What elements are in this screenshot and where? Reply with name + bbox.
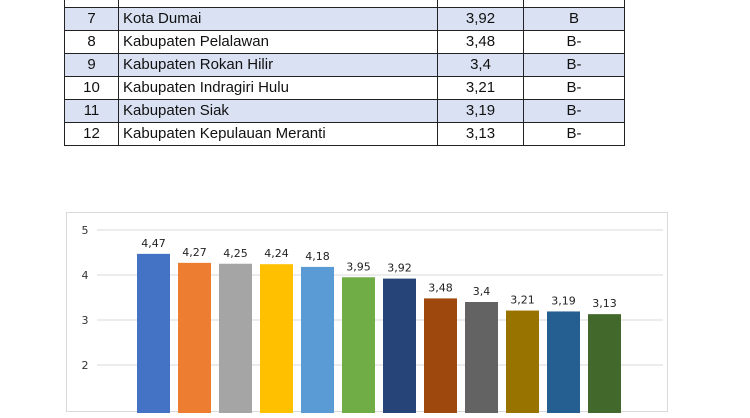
bar-chart: 2 3 4 5 4,47 4,27 4,25 4,24 4,18 3,95 3,92 3,48 3,4 3… — [66, 212, 668, 413]
score: 3,4 — [437, 53, 524, 77]
bar — [342, 277, 375, 413]
score: 3,48 — [437, 30, 524, 54]
data-label: 3,21 — [510, 294, 535, 307]
bar — [137, 253, 170, 413]
data-label: 3,19 — [551, 294, 576, 307]
score: 3,21 — [437, 76, 524, 100]
data-label: 4,24 — [264, 247, 289, 260]
grade: B — [523, 7, 625, 31]
data-label: 3,4 — [473, 285, 491, 298]
data-label: 4,25 — [223, 247, 248, 260]
bar — [260, 264, 293, 413]
ranking-table: 7 Kota Dumai 3,92 B 8 Kabupaten Pelalawan 3,48… — [64, 0, 625, 146]
data-label: 4,47 — [141, 237, 166, 250]
y-tick-label: 2 — [82, 359, 89, 372]
y-tick-label: 4 — [82, 269, 89, 282]
region-name: Kabupaten Rokan Hilir — [118, 53, 438, 77]
y-tick-label: 5 — [82, 224, 89, 237]
table-row: 9 Kabupaten Rokan Hilir 3,4 B- — [64, 53, 625, 77]
region-name: Kabupaten Indragiri Hulu — [118, 76, 438, 100]
bar — [465, 302, 498, 413]
row-number: 11 — [64, 99, 119, 123]
bar — [383, 278, 416, 413]
region-name: Kota Dumai — [118, 7, 438, 31]
row-number: 8 — [64, 30, 119, 54]
region-name: Kabupaten Kepulauan Meranti — [118, 122, 438, 146]
grade: B- — [523, 99, 625, 123]
region-name: Kabupaten Pelalawan — [118, 30, 438, 54]
chart-svg: 2 3 4 5 4,47 4,27 4,25 4,24 4,18 3,95 3,92 3,48 3,4 3… — [82, 224, 663, 413]
data-label: 3,92 — [387, 262, 412, 275]
score: 3,92 — [437, 7, 524, 31]
grade: B- — [523, 76, 625, 100]
bar — [424, 298, 457, 413]
bar — [301, 266, 334, 413]
score: 3,19 — [437, 99, 524, 123]
row-number: 9 — [64, 53, 119, 77]
data-label: 3,13 — [592, 297, 617, 310]
grade: B- — [523, 30, 625, 54]
table-row: 11 Kabupaten Siak 3,19 B- — [64, 99, 625, 123]
bar — [506, 310, 539, 413]
row-number: 7 — [64, 7, 119, 31]
data-label: 3,95 — [346, 260, 371, 273]
row-number: 12 — [64, 122, 119, 146]
bar — [219, 263, 252, 413]
grade: B- — [523, 53, 625, 77]
table-row: 12 Kabupaten Kepulauan Meranti 3,13 B- — [64, 122, 625, 146]
score: 3,13 — [437, 122, 524, 146]
bar — [588, 314, 621, 413]
row-number: 10 — [64, 76, 119, 100]
grade: B- — [523, 122, 625, 146]
region-name: Kabupaten Siak — [118, 99, 438, 123]
table-row: 7 Kota Dumai 3,92 B — [64, 7, 625, 31]
data-label: 4,27 — [182, 246, 207, 259]
data-label: 3,48 — [428, 281, 453, 294]
table-row-partial — [64, 0, 625, 8]
table-row: 10 Kabupaten Indragiri Hulu 3,21 B- — [64, 76, 625, 100]
table-row: 8 Kabupaten Pelalawan 3,48 B- — [64, 30, 625, 54]
bar — [547, 311, 580, 413]
bar — [178, 262, 211, 413]
y-tick-label: 3 — [82, 314, 89, 327]
data-label: 4,18 — [305, 250, 330, 263]
